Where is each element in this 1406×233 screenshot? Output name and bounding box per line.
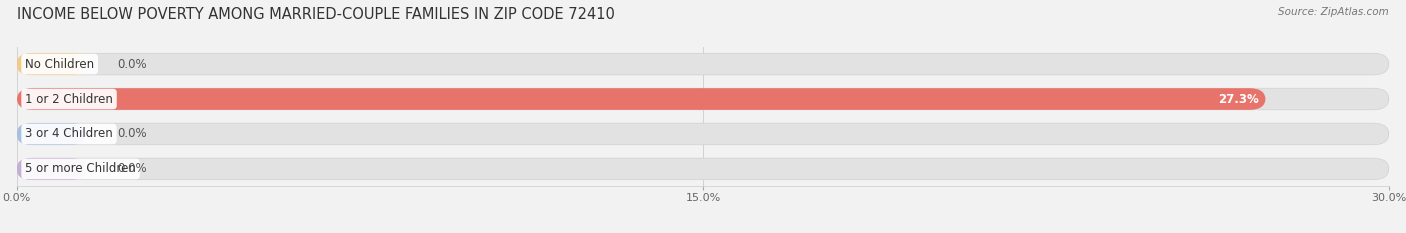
Text: No Children: No Children	[25, 58, 94, 71]
FancyBboxPatch shape	[17, 53, 1389, 75]
Text: 0.0%: 0.0%	[118, 58, 148, 71]
FancyBboxPatch shape	[17, 123, 86, 145]
FancyBboxPatch shape	[17, 158, 1389, 180]
Text: 0.0%: 0.0%	[118, 127, 148, 140]
Text: 27.3%: 27.3%	[1218, 93, 1258, 106]
Text: 1 or 2 Children: 1 or 2 Children	[25, 93, 112, 106]
FancyBboxPatch shape	[17, 123, 1389, 145]
FancyBboxPatch shape	[17, 88, 1389, 110]
Text: Source: ZipAtlas.com: Source: ZipAtlas.com	[1278, 7, 1389, 17]
Text: 5 or more Children: 5 or more Children	[25, 162, 136, 175]
FancyBboxPatch shape	[17, 53, 86, 75]
FancyBboxPatch shape	[17, 88, 1265, 110]
Text: 3 or 4 Children: 3 or 4 Children	[25, 127, 112, 140]
Text: 0.0%: 0.0%	[118, 162, 148, 175]
Text: INCOME BELOW POVERTY AMONG MARRIED-COUPLE FAMILIES IN ZIP CODE 72410: INCOME BELOW POVERTY AMONG MARRIED-COUPL…	[17, 7, 614, 22]
FancyBboxPatch shape	[17, 158, 86, 180]
